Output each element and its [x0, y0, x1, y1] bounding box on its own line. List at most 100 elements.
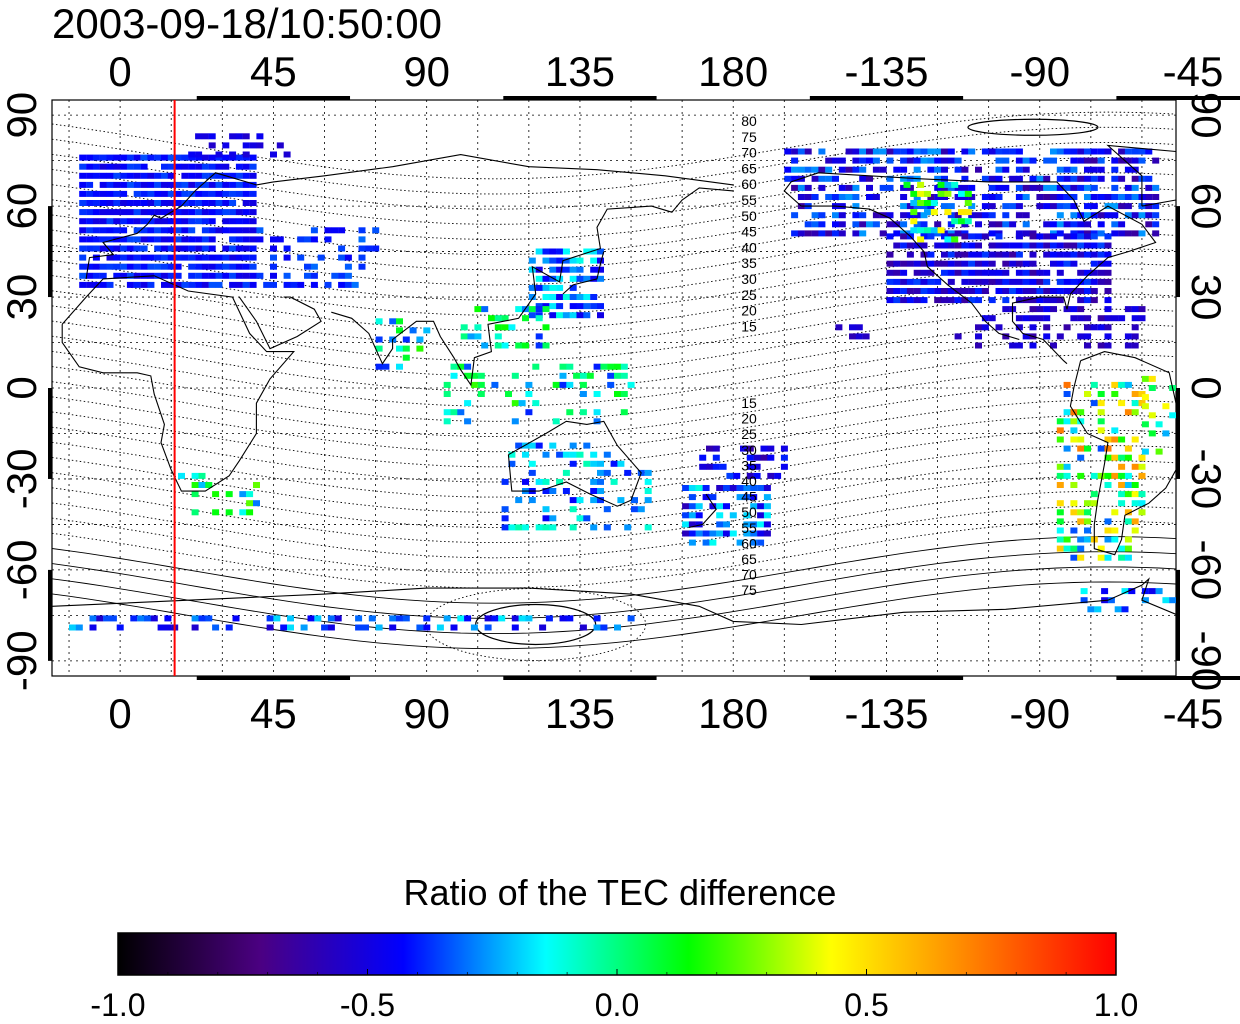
tec-cell [995, 157, 1003, 164]
tec-cell [1097, 418, 1105, 425]
tec-cell [1022, 184, 1030, 191]
tec-cell [600, 363, 608, 370]
tec-cell [941, 251, 948, 258]
tec-cell [579, 409, 587, 416]
tec-cell [249, 272, 257, 279]
tec-cell [1015, 297, 1023, 304]
tec-cell [995, 175, 1003, 182]
colorbar-tick-label: 1.0 [1094, 987, 1138, 1023]
tec-cell [1056, 212, 1064, 219]
tec-cell [208, 181, 216, 188]
tec-cell [188, 172, 196, 179]
tec-cell [215, 254, 223, 261]
tec-cell [113, 218, 121, 225]
tec-cell [126, 181, 134, 188]
colorbar-tick-label: 0.5 [844, 987, 888, 1023]
tec-cell [1090, 297, 1098, 304]
tec-cell [242, 154, 250, 161]
tec-cell [1097, 409, 1105, 416]
tec-cell [1009, 288, 1017, 294]
tec-cell [886, 278, 894, 285]
tec-cell [249, 209, 257, 216]
tec-cell [988, 315, 996, 322]
tec-cell [1104, 342, 1112, 349]
tec-cell [195, 263, 203, 270]
north-contour-label: 60 [741, 176, 757, 192]
tec-cell [1084, 536, 1091, 543]
colorbar: -1.0 -0.5 0.0 0.5 1.0 [90, 932, 1138, 1023]
tec-cell [1036, 306, 1044, 313]
tec-cell [763, 530, 771, 537]
tec-cell [886, 148, 894, 155]
tec-cell [467, 333, 475, 340]
tec-cell [682, 530, 690, 537]
right-axis-tick-label: -30 [1183, 449, 1230, 510]
tec-cell [682, 521, 690, 528]
tec-cell [1015, 233, 1023, 240]
tec-cell [559, 372, 567, 379]
tec-cell [988, 297, 996, 304]
mlat-contour [52, 354, 1176, 422]
tec-cell [266, 615, 274, 622]
tec-cell [1063, 288, 1071, 294]
tec-cell [229, 154, 237, 161]
tec-cell [154, 172, 162, 179]
tec-cell [1131, 500, 1139, 507]
tec-cell [1104, 288, 1112, 294]
tec-cell [1118, 491, 1126, 498]
tec-cell [1138, 500, 1146, 507]
tec-cell [1155, 588, 1163, 595]
tec-cell [1111, 212, 1119, 219]
tec-cell [116, 624, 124, 631]
tec-cell [958, 209, 965, 216]
tec-cell [995, 278, 1003, 285]
tec-cell [1056, 427, 1064, 434]
bottom-axis-tick-label: 180 [698, 690, 768, 737]
tec-cell [222, 245, 230, 252]
tec-cell [542, 524, 550, 531]
tec-cell [212, 509, 220, 516]
tec-cell [1022, 166, 1030, 173]
tec-cell [188, 151, 196, 158]
tec-cell [825, 175, 833, 182]
coastline [1069, 351, 1176, 556]
tec-cell [825, 194, 833, 200]
tec-cell [1029, 233, 1037, 240]
tec-cell [1138, 230, 1146, 237]
tec-cell [535, 306, 543, 313]
tec-cell [225, 491, 233, 498]
tec-cell [229, 236, 237, 243]
tec-cell [358, 245, 366, 252]
tec-cell [402, 615, 410, 622]
tec-cell [317, 254, 325, 261]
tec-cell [1070, 260, 1078, 267]
tec-cell [1118, 472, 1126, 479]
tec-cell [1090, 288, 1098, 294]
top-axis-tick-label: 180 [698, 48, 768, 95]
tec-cell [1029, 242, 1037, 249]
tec-cell [120, 163, 128, 170]
tec-cell [1009, 148, 1017, 155]
tec-cell [569, 275, 577, 282]
tec-cell [1138, 472, 1146, 479]
tec-cell [1141, 597, 1149, 604]
tec-cell [1162, 430, 1170, 437]
tec-cell [501, 342, 509, 349]
tec-cell [133, 200, 141, 206]
tec-cell [355, 615, 363, 622]
tec-cell [1111, 436, 1119, 443]
tec-cell [920, 148, 928, 155]
tec-cell [542, 306, 550, 313]
tec-cell [1141, 403, 1149, 410]
tec-cell [484, 615, 492, 622]
tec-cell [396, 363, 403, 370]
tec-cell [1043, 157, 1051, 164]
tec-cell [917, 227, 925, 234]
tec-cell [201, 200, 209, 206]
tec-cell [995, 194, 1003, 200]
tec-cell [702, 539, 710, 546]
tec-cell [1070, 278, 1078, 285]
tec-cell [1050, 260, 1057, 267]
tec-cell [811, 230, 819, 237]
tec-cell [988, 269, 996, 276]
